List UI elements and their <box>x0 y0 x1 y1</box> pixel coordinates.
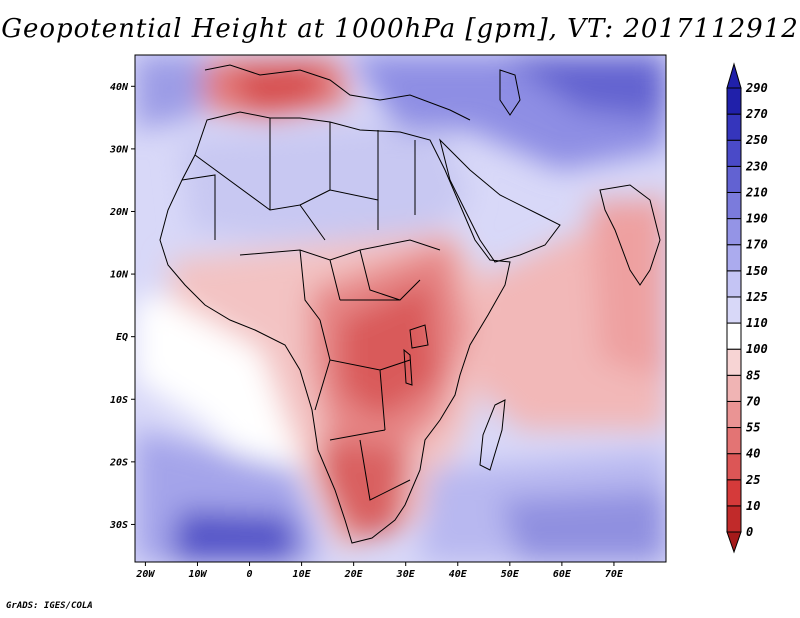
colorbar-swatch <box>726 479 742 507</box>
colorbar-label: 100 <box>746 342 768 356</box>
colorbar-swatch <box>726 348 742 376</box>
colorbar-swatch <box>726 505 742 533</box>
colorbar-label: 10 <box>746 499 760 513</box>
colorbar-label: 290 <box>745 81 768 95</box>
field-south-atlantic-dark <box>170 510 300 562</box>
colorbar-max-arrow <box>726 62 742 89</box>
colorbar-swatch <box>726 165 742 193</box>
colorbar-label: 125 <box>746 290 768 304</box>
lake-victoria <box>409 324 429 349</box>
colorbar-label: 250 <box>745 133 768 147</box>
x-tick-label: 0 <box>247 569 253 580</box>
field-asia-dark <box>500 55 666 120</box>
x-tick-label: 70E <box>605 569 624 580</box>
colorbar-label: 190 <box>746 212 768 226</box>
colorbar-label: 25 <box>745 473 760 487</box>
field-sahara <box>180 120 470 240</box>
x-tick-label: 20E <box>344 569 364 580</box>
madagascar-coastline <box>479 399 506 471</box>
colorbar-label: 270 <box>745 107 768 121</box>
field-africa-deep <box>340 280 440 420</box>
colorbar-label: 0 <box>746 525 753 539</box>
europe-coastline <box>204 64 471 121</box>
arabia-coastline <box>439 138 561 263</box>
y-tick-label: 30S <box>109 520 128 531</box>
colorbar-swatch <box>726 113 742 141</box>
x-tick-label: 50E <box>501 569 520 580</box>
colorbar-label: 210 <box>745 185 768 199</box>
y-tick-label: 20N <box>109 207 129 218</box>
colorbar-swatch <box>726 270 742 298</box>
colorbar-min-arrow <box>726 531 742 554</box>
africa-coastline <box>159 111 511 544</box>
chart-title: Geopotential Height at 1000hPa [gpm], VT… <box>1 14 799 44</box>
borders-central-africa <box>239 239 441 501</box>
x-tick-label: 40E <box>449 569 468 580</box>
x-tick-label: 10E <box>293 569 312 580</box>
field-europe-core <box>230 66 320 108</box>
field-south-indian-dark <box>500 490 666 562</box>
colorbar-label: 110 <box>746 316 768 330</box>
colorbar-label: 55 <box>746 421 760 435</box>
borders-north-africa <box>181 118 416 241</box>
x-tick-label: 30E <box>396 569 416 580</box>
field-southafrica-red <box>320 440 410 540</box>
field-nw-atlantic-blue <box>135 55 205 130</box>
lake-tanganyika <box>403 348 413 386</box>
y-axis: 40N 30N 20N 10N EQ 10S 20S 30S <box>109 82 135 531</box>
y-tick-label: 10S <box>110 395 128 406</box>
y-tick-label: 30N <box>109 144 129 155</box>
x-axis: 20W 10W 0 10E 20E 30E 40E 50E 60E 70E <box>135 562 624 580</box>
colorbar-label: 70 <box>746 394 760 408</box>
colorbar-swatch <box>726 139 742 167</box>
colorbar-label: 150 <box>746 264 768 278</box>
colorbar-swatch <box>726 374 742 402</box>
colorbar-label: 170 <box>746 238 768 252</box>
caspian-coastline <box>499 69 521 116</box>
india-coastline <box>599 184 661 286</box>
colorbar-swatch <box>726 400 742 429</box>
colorbar-swatch <box>726 244 742 272</box>
colorbar-swatch <box>726 296 742 324</box>
credit-label: GrADS: IGES/COLA <box>6 601 93 611</box>
colorbar-swatch <box>726 218 742 246</box>
height-field <box>135 55 666 562</box>
y-tick-label: 10N <box>110 270 129 281</box>
colorbar: 0 10 25 40 55 70 85 100 110 125 150 170 190 210 230 250… <box>726 62 768 554</box>
colorbar-label: 40 <box>746 447 760 461</box>
colorbar-swatch <box>726 322 742 350</box>
y-tick-label: 20S <box>109 457 128 468</box>
colorbar-swatch <box>726 87 742 115</box>
x-tick-label: 20W <box>135 569 155 580</box>
coastlines <box>159 64 661 544</box>
x-tick-label: 10W <box>188 569 207 580</box>
colorbar-swatch <box>726 453 742 481</box>
colorbar-swatch <box>726 191 742 220</box>
x-tick-label: 60E <box>553 569 572 580</box>
colorbar-swatch <box>726 427 742 455</box>
field-india-red <box>590 200 666 380</box>
colorbar-label: 85 <box>746 368 760 382</box>
plot-frame <box>134 54 667 563</box>
y-tick-label: EQ <box>116 332 128 343</box>
y-tick-label: 40N <box>110 82 129 93</box>
colorbar-label: 230 <box>745 159 768 173</box>
